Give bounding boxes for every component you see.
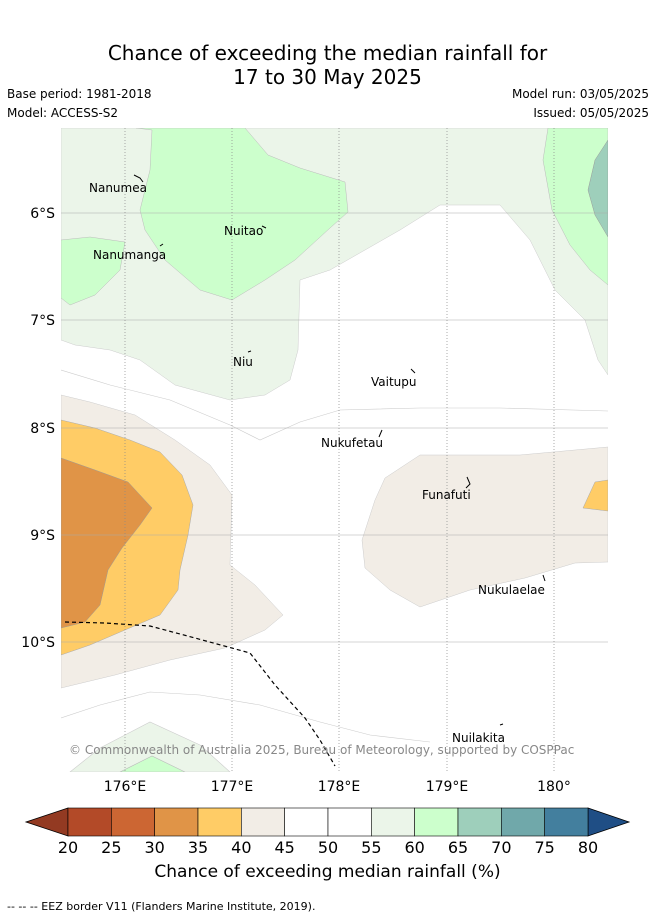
colorbar-title: Chance of exceeding median rainfall (%) <box>154 862 501 882</box>
colorbar-swatch <box>154 807 199 837</box>
place-label-niu: Niu <box>233 355 253 369</box>
colorbar-tick-label: 25 <box>101 838 121 857</box>
lon-label-180: 180° <box>537 779 571 795</box>
latitude-gridlines <box>61 212 608 643</box>
zone-30-35-west <box>61 457 153 629</box>
lat-label-10s: 10°S <box>21 635 55 651</box>
lat-label-7s: 7°S <box>30 313 55 329</box>
colorbar-tick-label: 40 <box>231 838 251 857</box>
latitude-axis: 6°S 7°S 8°S 9°S 10°S <box>21 206 55 651</box>
model-name: Model: ACCESS-S2 <box>7 106 119 120</box>
lat-label-9s: 9°S <box>30 528 55 544</box>
base-period: Base period: 1981-2018 <box>7 87 152 101</box>
colorbar-swatch <box>241 807 285 837</box>
island-nanumanga <box>159 243 164 247</box>
place-label-nanumanga: Nanumanga <box>93 248 166 262</box>
issued-date: Issued: 05/05/2025 <box>533 106 649 120</box>
place-label-nukufetau: Nukufetau <box>321 436 383 450</box>
probability-field <box>61 128 608 772</box>
place-label-nanumea: Nanumea <box>89 181 147 195</box>
colorbar-swatch <box>501 807 545 837</box>
colorbar-swatch <box>414 807 459 837</box>
island-niu <box>247 350 252 353</box>
island-nukulaelae <box>542 574 546 582</box>
longitude-gridlines <box>124 128 555 772</box>
colorbar-swatch <box>457 807 502 837</box>
lon-label-178e: 178°E <box>318 779 361 795</box>
island-nukufetau <box>378 429 383 438</box>
colorbar-extend-low <box>24 807 69 837</box>
contour-line-south-2 <box>69 721 231 772</box>
colorbar-tick-label: 30 <box>144 838 164 857</box>
lat-label-6s: 6°S <box>30 206 55 222</box>
zone-40-45-east <box>361 446 608 608</box>
island-nanumea <box>133 174 144 183</box>
island-funafuti <box>465 476 471 489</box>
map-title-line1: Chance of exceeding the median rainfall … <box>107 41 548 65</box>
place-labels: Nanumea Nanumanga Nuitao Niu Vaitupu Nuk… <box>89 181 545 745</box>
contour-line-mid <box>61 369 608 441</box>
colorbar-tick-label: 80 <box>578 838 598 857</box>
island-vaitupu <box>410 368 416 374</box>
contour-line-south-3 <box>119 755 186 772</box>
zone-60-65-right <box>542 128 608 286</box>
place-label-funafuti: Funafuti <box>422 488 471 502</box>
map-title-line2: 17 to 30 May 2025 <box>233 65 422 89</box>
model-run: Model run: 03/05/2025 <box>511 87 649 101</box>
colorbar: 20 25 30 35 40 45 50 55 60 65 70 75 80 <box>24 807 631 857</box>
colorbar-tick-label: 20 <box>58 838 78 857</box>
colorbar-tick-label: 50 <box>318 838 338 857</box>
colorbar-swatch <box>327 807 372 837</box>
colorbar-swatch <box>111 807 155 837</box>
colorbar-tick-label: 70 <box>491 838 511 857</box>
lon-label-179e: 179°E <box>426 779 469 795</box>
zone-35-40-east <box>582 479 608 512</box>
colorbar-swatch <box>544 807 589 837</box>
eez-legend: -- -- -- EEZ border V11 (Flanders Marine… <box>7 900 316 913</box>
place-label-nuitao: Nuitao <box>224 224 263 238</box>
zone-60-65-left <box>61 236 126 306</box>
colorbar-extend-high <box>587 807 631 837</box>
lat-label-8s: 8°S <box>30 421 55 437</box>
longitude-axis: 176°E 177°E 178°E 179°E 180° <box>104 779 571 795</box>
colorbar-swatch <box>371 807 415 837</box>
colorbar-tick-label: 55 <box>361 838 381 857</box>
colorbar-tick-label: 65 <box>448 838 468 857</box>
island-nuilakita <box>499 723 504 726</box>
islands <box>133 174 546 726</box>
copyright-notice: © Commonwealth of Australia 2025, Bureau… <box>69 743 574 757</box>
place-label-nuilakita: Nuilakita <box>452 731 505 745</box>
colorbar-swatch <box>197 807 242 837</box>
colorbar-swatch <box>284 807 329 837</box>
zone-60-65-top <box>135 128 349 301</box>
colorbar-tick-label: 75 <box>534 838 554 857</box>
colorbar-tick-label: 35 <box>188 838 208 857</box>
lon-label-176e: 176°E <box>104 779 147 795</box>
colorbar-swatch <box>67 807 112 837</box>
contour-line-south-1 <box>61 691 431 743</box>
lon-label-177e: 177°E <box>211 779 254 795</box>
place-label-vaitupu: Vaitupu <box>371 375 417 389</box>
colorbar-tick-label: 45 <box>274 838 294 857</box>
place-label-nukulaelae: Nukulaelae <box>478 583 545 597</box>
island-nuitao <box>261 225 267 229</box>
colorbar-tick-label: 60 <box>404 838 424 857</box>
